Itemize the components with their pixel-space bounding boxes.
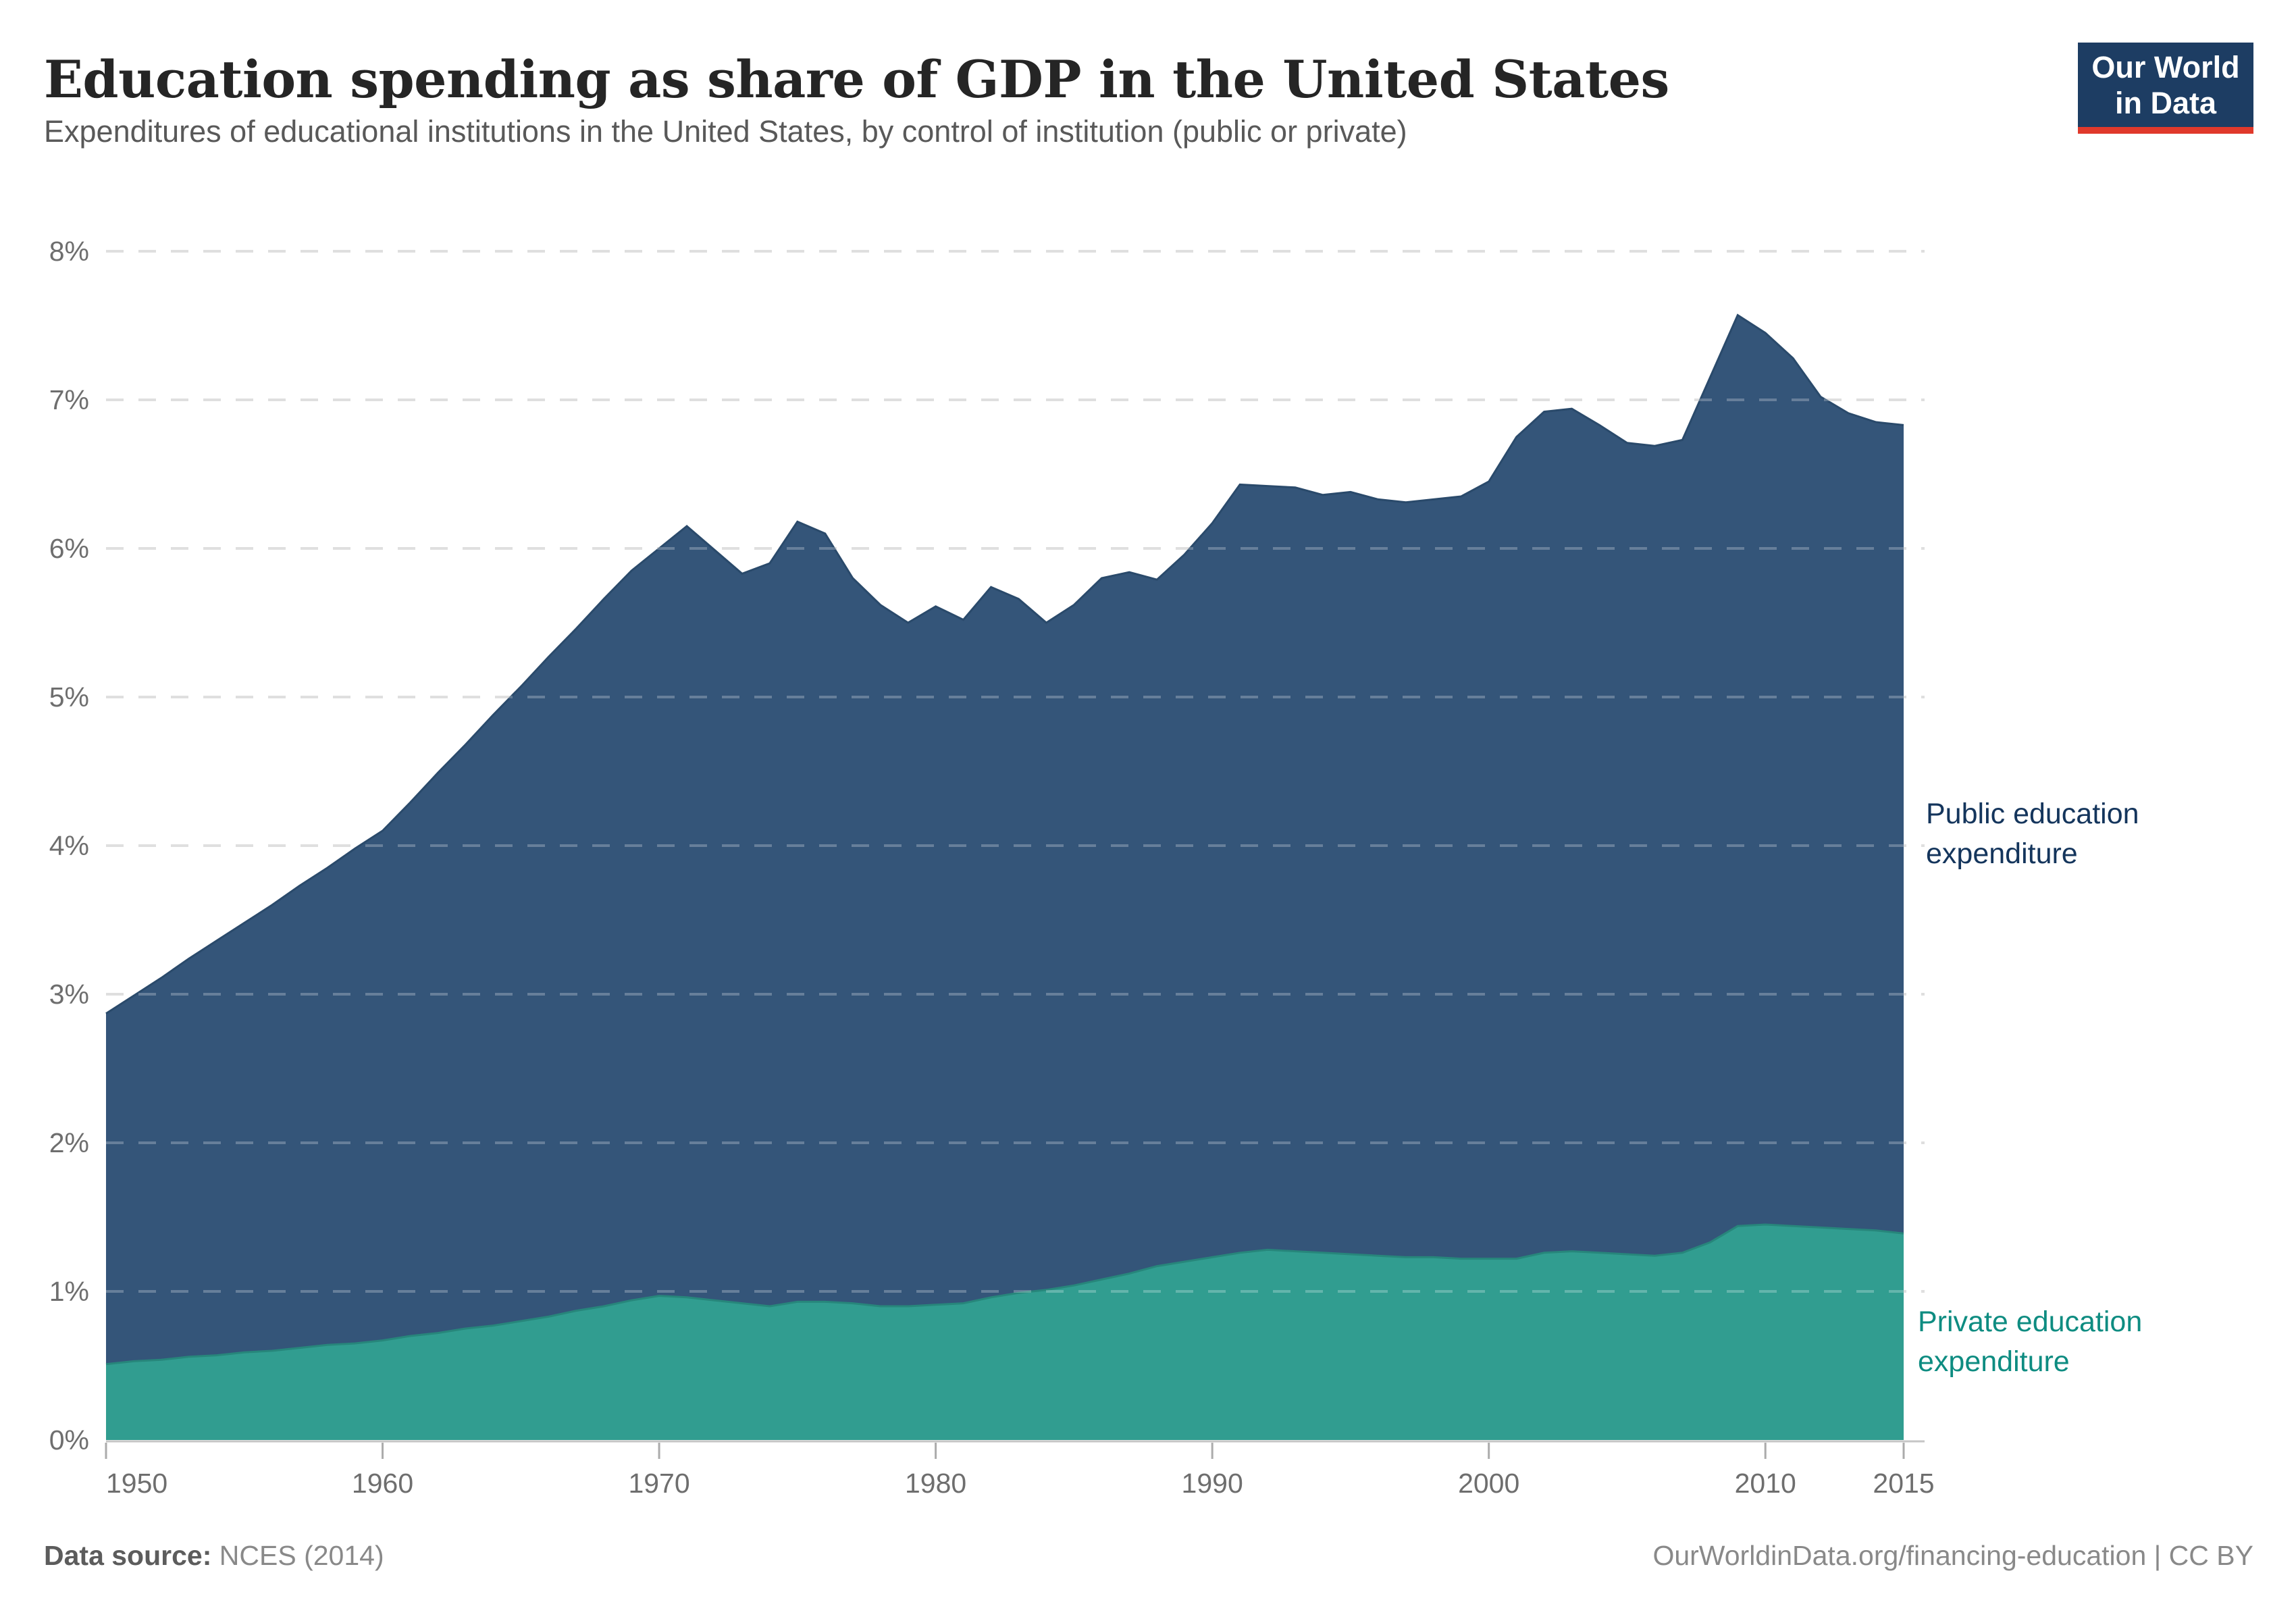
area-public-education — [106, 315, 1904, 1364]
y-tick-label-7pct: 7% — [49, 384, 89, 415]
y-tick-label-2pct: 2% — [49, 1127, 89, 1158]
series-label-public-line2: expenditure — [1926, 838, 2078, 870]
y-tick-label-8pct: 8% — [49, 236, 89, 267]
x-tick-label-2000: 2000 — [1458, 1468, 1519, 1499]
data-source: Data source: NCES (2014) — [44, 1540, 384, 1572]
chart-footer: Data source: NCES (2014) OurWorldinData.… — [44, 1540, 2253, 1572]
series-label-private-line1: Private education — [1918, 1306, 2143, 1338]
series-label-private-line2: expenditure — [1918, 1345, 2070, 1378]
y-tick-label-4pct: 4% — [49, 830, 89, 861]
footer-attribution: OurWorldinData.org/financing-education |… — [1652, 1540, 2253, 1571]
page-title: Education spending as share of GDP in th… — [44, 49, 1669, 109]
x-tick-label-1950: 1950 — [106, 1468, 167, 1499]
area-private-education — [106, 1225, 1904, 1440]
owid-logo: Our World in Data — [2078, 43, 2253, 134]
x-tick-label-1980: 1980 — [905, 1468, 966, 1499]
x-tick-label-1990: 1990 — [1182, 1468, 1243, 1499]
y-tick-label-1pct: 1% — [49, 1276, 89, 1307]
data-source-value: NCES (2014) — [219, 1540, 384, 1571]
x-tick-label-1960: 1960 — [352, 1468, 413, 1499]
x-tick-label-2010: 2010 — [1735, 1468, 1796, 1499]
series-label-private: Private education expenditure — [1918, 1302, 2142, 1382]
data-source-label: Data source: — [44, 1540, 212, 1571]
series-label-public: Public education expenditure — [1926, 794, 2139, 874]
y-tick-label-3pct: 3% — [49, 979, 89, 1010]
y-tick-label-5pct: 5% — [49, 681, 89, 713]
line-private-top — [105, 1223, 1904, 1366]
page-subtitle: Expenditures of educational institutions… — [44, 114, 1407, 149]
owid-logo-line2: in Data — [2114, 85, 2217, 120]
series-label-public-line1: Public education — [1926, 798, 2139, 830]
owid-logo-line1: Our World — [2091, 49, 2240, 84]
x-tick-label-1970: 1970 — [628, 1468, 689, 1499]
y-tick-label-6pct: 6% — [49, 533, 89, 564]
line-public-top — [105, 313, 1904, 1014]
x-tick-label-2015: 2015 — [1873, 1468, 1934, 1499]
y-tick-label-0pct: 0% — [49, 1424, 89, 1456]
